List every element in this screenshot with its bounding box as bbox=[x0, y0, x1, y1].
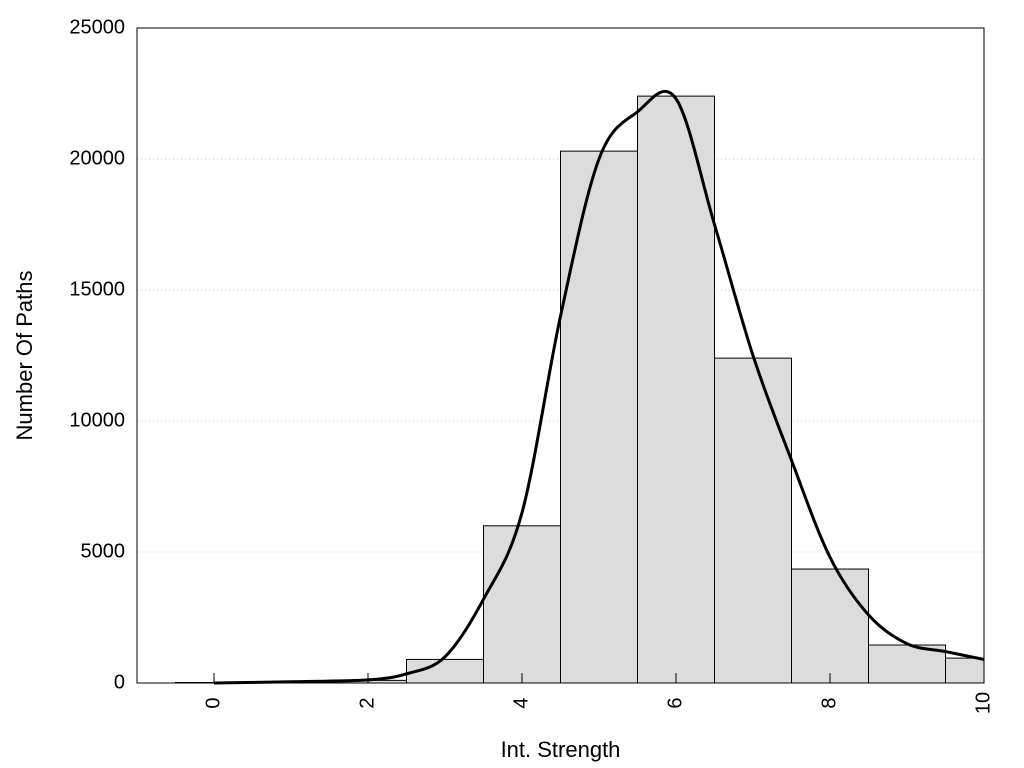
y-tick-label: 20000 bbox=[69, 147, 125, 169]
plot-frame bbox=[136, 27, 985, 684]
y-tick-label: 15000 bbox=[69, 278, 125, 300]
x-tick-label: 6 bbox=[664, 697, 686, 708]
x-axis-ticks: 0 2 4 6 8 10 bbox=[202, 673, 994, 714]
histogram-bar bbox=[637, 95, 715, 684]
histogram-bar bbox=[560, 150, 638, 684]
y-tick-label: 0 bbox=[114, 671, 125, 693]
density-curve bbox=[213, 90, 985, 685]
histogram-bar bbox=[791, 568, 869, 684]
y-axis-title: Number Of Paths bbox=[12, 271, 37, 441]
y-axis-ticks: 0 5000 10000 15000 20000 25000 bbox=[69, 16, 125, 693]
histogram-bar bbox=[483, 525, 561, 684]
y-tick-label: 5000 bbox=[81, 540, 126, 562]
histogram-bar bbox=[714, 357, 792, 684]
x-tick-label: 10 bbox=[972, 692, 994, 714]
x-tick-label: 2 bbox=[356, 697, 378, 708]
density-curve-layer bbox=[213, 90, 985, 685]
x-tick-label: 4 bbox=[510, 697, 532, 708]
histogram-bars bbox=[175, 95, 985, 684]
x-axis-title: Int. Strength bbox=[501, 737, 621, 762]
histogram-bar bbox=[945, 657, 985, 684]
y-tick-label: 10000 bbox=[69, 409, 125, 431]
x-tick-label: 8 bbox=[818, 697, 840, 708]
x-tick-label: 0 bbox=[202, 697, 224, 708]
y-tick-label: 25000 bbox=[69, 16, 125, 38]
